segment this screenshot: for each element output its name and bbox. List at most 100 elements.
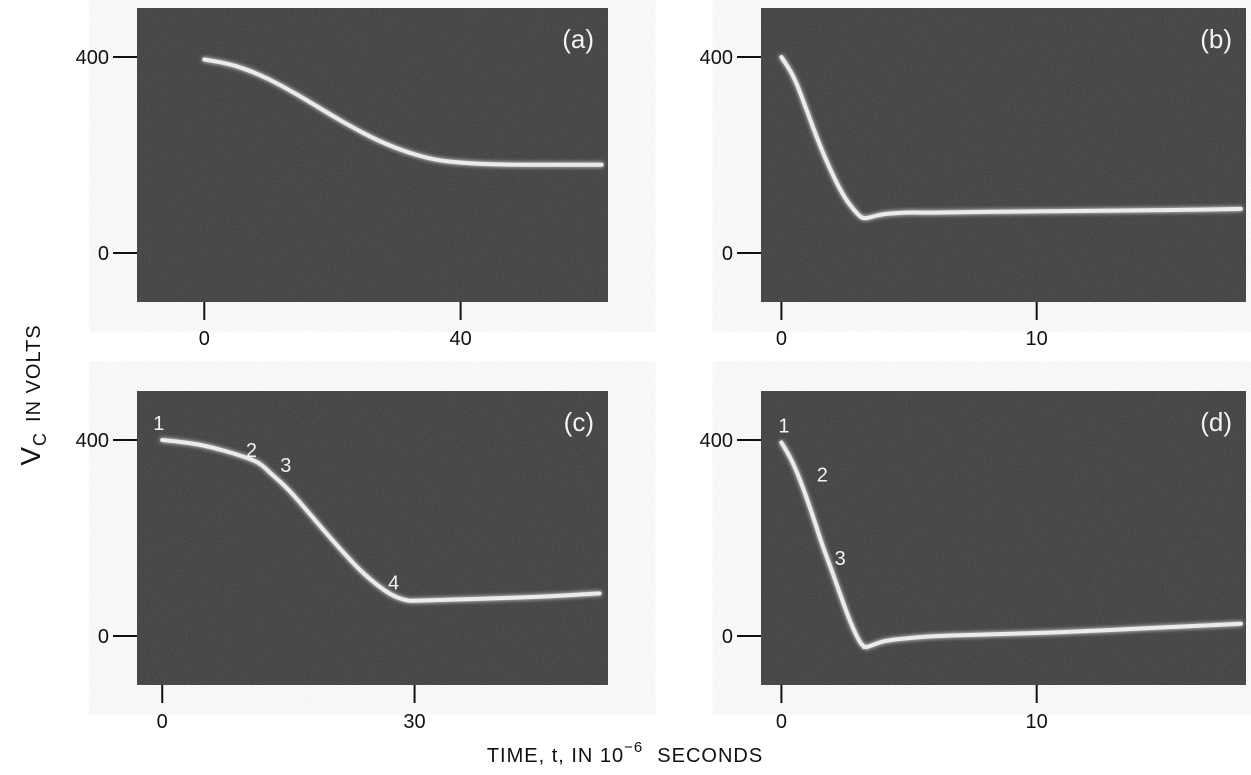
trace-point bbox=[228, 62, 232, 66]
y-tick-label: 400 bbox=[76, 47, 109, 69]
trace-point bbox=[844, 197, 847, 201]
trace-point bbox=[211, 446, 214, 449]
x-tick-label: 0 bbox=[776, 328, 787, 350]
trace-point bbox=[186, 441, 189, 444]
trace-point bbox=[459, 161, 462, 165]
trace-point bbox=[933, 211, 936, 215]
x-tick-label: 0 bbox=[157, 711, 168, 733]
trace-point bbox=[404, 599, 408, 602]
x-tick-label: 40 bbox=[449, 328, 471, 350]
trace-point bbox=[279, 84, 283, 87]
trace-point-label: 1 bbox=[153, 413, 164, 435]
trace-point bbox=[287, 487, 290, 491]
y-tick-label: 400 bbox=[76, 430, 109, 452]
trace-point bbox=[831, 571, 834, 574]
trace-point bbox=[430, 599, 433, 602]
trace-point bbox=[869, 216, 872, 219]
trace-point bbox=[984, 210, 987, 214]
trace-point bbox=[598, 592, 601, 595]
trace-point bbox=[805, 109, 809, 113]
screen-grain bbox=[137, 8, 608, 302]
y-tick-label: 400 bbox=[700, 430, 733, 452]
trace-point bbox=[433, 158, 437, 162]
trace-point bbox=[1035, 210, 1038, 213]
trace-point-label: 3 bbox=[835, 548, 846, 570]
screen-grain bbox=[761, 391, 1246, 685]
trace-point bbox=[539, 595, 542, 598]
trace-point bbox=[413, 599, 416, 602]
trace-point bbox=[600, 163, 603, 166]
trace-line bbox=[160, 438, 602, 603]
trace-point bbox=[236, 453, 240, 456]
trace-point bbox=[821, 544, 824, 547]
trace-point bbox=[581, 593, 584, 596]
x-tick-label: 30 bbox=[403, 711, 425, 733]
trace-point bbox=[254, 71, 257, 74]
trace-point bbox=[1239, 207, 1243, 211]
trace-point bbox=[270, 473, 273, 476]
y-axis-title: VCIN VOLTS bbox=[15, 324, 50, 465]
trace-point bbox=[1137, 627, 1140, 630]
trace-point bbox=[337, 546, 341, 549]
trace-point-label: 1 bbox=[778, 416, 789, 438]
trace-point bbox=[792, 75, 796, 78]
trace-point bbox=[831, 173, 834, 176]
y-tick-label: 0 bbox=[98, 243, 109, 265]
trace-point bbox=[907, 636, 911, 640]
trace-point bbox=[818, 144, 821, 147]
trace-point bbox=[1137, 209, 1140, 212]
panel-label: (c) bbox=[564, 407, 594, 437]
trace-point bbox=[933, 634, 936, 638]
trace-point bbox=[841, 600, 844, 603]
x-tick-label: 0 bbox=[776, 711, 787, 733]
trace-point bbox=[984, 633, 987, 636]
trace-point bbox=[882, 212, 885, 215]
trace-point bbox=[810, 512, 814, 515]
x-tick-label: 0 bbox=[199, 328, 210, 350]
trace-point bbox=[203, 58, 206, 61]
trace-point bbox=[257, 460, 261, 464]
trace-point bbox=[1188, 625, 1192, 628]
trace-point bbox=[861, 217, 865, 220]
trace-point bbox=[331, 114, 334, 118]
trace-point bbox=[851, 627, 855, 630]
trace-point bbox=[388, 593, 391, 596]
x-tick-label: 10 bbox=[1026, 711, 1048, 733]
trace-point bbox=[523, 163, 526, 166]
trace-point bbox=[882, 639, 885, 643]
trace-point bbox=[780, 55, 783, 59]
trace-point bbox=[497, 597, 500, 600]
trace-point bbox=[305, 98, 309, 102]
trace-line bbox=[779, 440, 1243, 650]
x-tick-label: 10 bbox=[1026, 328, 1048, 350]
trace-point bbox=[161, 438, 164, 442]
screen-grain bbox=[761, 8, 1246, 302]
trace-point bbox=[362, 573, 366, 576]
trace-point bbox=[856, 213, 860, 216]
trace-point bbox=[491, 163, 494, 166]
trace-point bbox=[861, 647, 865, 650]
trace-point bbox=[780, 441, 783, 444]
panel-c: 0 400 0 30 1 2 3 4 (c) bbox=[76, 391, 608, 733]
panel-label: (b) bbox=[1200, 24, 1232, 54]
panel-label: (a) bbox=[562, 24, 594, 54]
panel-a: 0 400 0 40 (a) bbox=[76, 8, 608, 350]
trace-point bbox=[907, 211, 911, 214]
trace-point bbox=[1035, 631, 1038, 635]
y-tick-label: 0 bbox=[722, 626, 733, 648]
screen-grain bbox=[137, 391, 608, 685]
panel-b: 0 400 0 10 (b) bbox=[700, 8, 1246, 350]
trace-point bbox=[1188, 208, 1192, 212]
y-tick-label: 400 bbox=[700, 47, 733, 69]
trace-point-label: 3 bbox=[280, 455, 291, 477]
trace-point bbox=[790, 458, 793, 461]
x-axis-title: TIME, t, IN 10−6 SECONDS bbox=[487, 739, 763, 767]
trace-point bbox=[312, 517, 315, 520]
trace-point bbox=[800, 482, 804, 486]
trace-line bbox=[202, 57, 604, 167]
panels-group: 0 400 0 40 (a) 0 400 0 10 (b) 0 400 0 30 1 2 3 4 (c) 0 400 0 1… bbox=[76, 8, 1246, 733]
trace-point bbox=[408, 151, 411, 155]
panel-label: (d) bbox=[1200, 407, 1232, 437]
panel-d: 0 400 0 10 1 2 3 (d) bbox=[700, 391, 1246, 733]
